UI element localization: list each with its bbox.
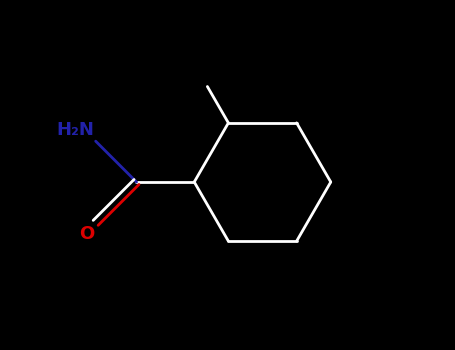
Text: H₂N: H₂N bbox=[56, 121, 94, 139]
Text: O: O bbox=[79, 225, 94, 243]
